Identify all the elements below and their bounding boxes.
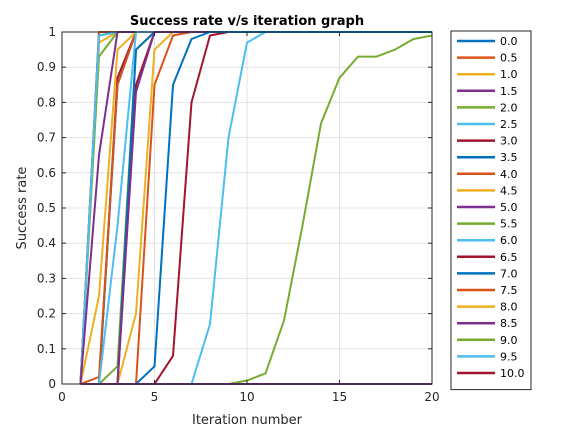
y-tick-label: 0.7 bbox=[37, 131, 56, 145]
x-tick-label: 0 bbox=[58, 390, 66, 404]
y-tick-label: 0.1 bbox=[37, 342, 56, 356]
legend-label: 1.5 bbox=[500, 85, 518, 98]
legend-label: 9.5 bbox=[500, 350, 518, 363]
legend-label: 5.0 bbox=[500, 201, 518, 214]
legend: 0.0 0.5 1.0 1.5 2.0 2.5 3.0 3.5 4.0 4.5 5.0 5.5 6.0 6… bbox=[450, 30, 532, 391]
legend-label: 1.0 bbox=[500, 68, 518, 81]
legend-label: 7.5 bbox=[500, 284, 518, 297]
y-tick-label: 0.8 bbox=[37, 95, 56, 109]
legend-label: 3.0 bbox=[500, 135, 518, 148]
x-tick-label: 20 bbox=[424, 390, 439, 404]
legend-label: 8.5 bbox=[500, 317, 518, 330]
legend-label: 9.0 bbox=[500, 334, 518, 347]
y-tick-label: 0.4 bbox=[37, 236, 56, 250]
legend-label: 6.5 bbox=[500, 251, 518, 264]
y-tick-label: 0.3 bbox=[37, 271, 56, 285]
y-axis-label: Success rate bbox=[15, 167, 30, 250]
x-tick-label: 10 bbox=[239, 390, 254, 404]
chart-title: Success rate v/s iteration graph bbox=[130, 14, 364, 29]
legend-label: 2.5 bbox=[500, 118, 518, 131]
legend-label: 2.0 bbox=[500, 101, 518, 114]
legend-label: 4.5 bbox=[500, 184, 518, 197]
x-axis-label: Iteration number bbox=[192, 413, 303, 428]
legend-label: 8.0 bbox=[500, 301, 518, 314]
legend-label: 0.0 bbox=[500, 35, 518, 48]
y-tick-label: 0.6 bbox=[37, 166, 56, 180]
x-tick-label: 5 bbox=[151, 390, 159, 404]
y-tick-label: 0.2 bbox=[37, 307, 56, 321]
y-tick-label: 0.5 bbox=[37, 201, 56, 215]
y-tick-label: 0.9 bbox=[37, 60, 56, 74]
y-tick-label: 0 bbox=[48, 377, 56, 391]
x-tick-label: 15 bbox=[332, 390, 347, 404]
plot-area: 0 5 10 15 20 0 0.1 0.2 0.3 0.4 0.5 0.6 0.7 0.8 0.9 1 bbox=[37, 25, 440, 404]
legend-label: 10.0 bbox=[500, 367, 525, 380]
legend-box bbox=[450, 30, 532, 391]
legend-label: 4.0 bbox=[500, 168, 518, 181]
legend-label: 0.5 bbox=[500, 52, 518, 65]
y-tick-label: 1 bbox=[48, 25, 56, 39]
legend-label: 7.0 bbox=[500, 267, 518, 280]
legend-label: 3.5 bbox=[500, 151, 518, 164]
legend-label: 5.5 bbox=[500, 218, 518, 231]
legend-label: 6.0 bbox=[500, 234, 518, 247]
